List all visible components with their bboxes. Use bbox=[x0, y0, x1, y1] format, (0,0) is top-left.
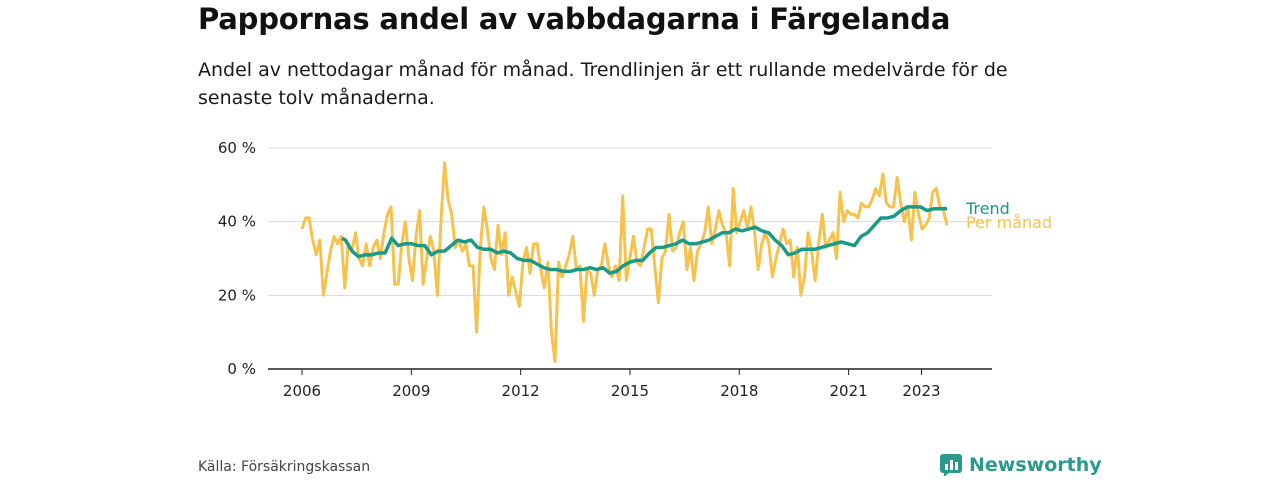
x-tick-label: 2018 bbox=[720, 382, 758, 400]
series-label-trend: Trend bbox=[965, 199, 1010, 218]
brand-name: Newsworthy bbox=[969, 454, 1102, 476]
x-tick-label: 2015 bbox=[611, 382, 649, 400]
chart-title: Pappornas andel av vabbdagarna i Färgela… bbox=[198, 2, 951, 36]
y-tick-label: 0 % bbox=[227, 360, 256, 378]
source-note: Källa: Försäkringskassan bbox=[198, 459, 371, 475]
x-tick-label: 2012 bbox=[502, 382, 540, 400]
x-tick-label: 2009 bbox=[392, 382, 430, 400]
newsworthy-logo-icon bbox=[940, 454, 962, 477]
x-axis-ticks: 2006 2009 2012 2015 2018 2021 2023 bbox=[283, 369, 941, 400]
x-tick-label: 2023 bbox=[902, 382, 940, 400]
series-lines bbox=[300, 161, 949, 364]
series-line-trend bbox=[341, 205, 947, 275]
series-line-per-manad bbox=[300, 161, 949, 364]
y-tick-label: 20 % bbox=[218, 286, 256, 304]
series-label-per-manad: Per månad bbox=[966, 213, 1052, 232]
y-tick-label: 60 % bbox=[218, 139, 256, 157]
x-tick-label: 2006 bbox=[283, 382, 321, 400]
brand-logo[interactable]: Newsworthy bbox=[940, 450, 1102, 480]
y-tick-label: 40 % bbox=[218, 213, 256, 231]
y-axis-ticks: 0 % 20 % 40 % 60 % bbox=[218, 139, 256, 378]
x-tick-label: 2021 bbox=[830, 382, 868, 400]
chart-subtitle: Andel av nettodagar månad för månad. Tre… bbox=[198, 59, 1008, 109]
